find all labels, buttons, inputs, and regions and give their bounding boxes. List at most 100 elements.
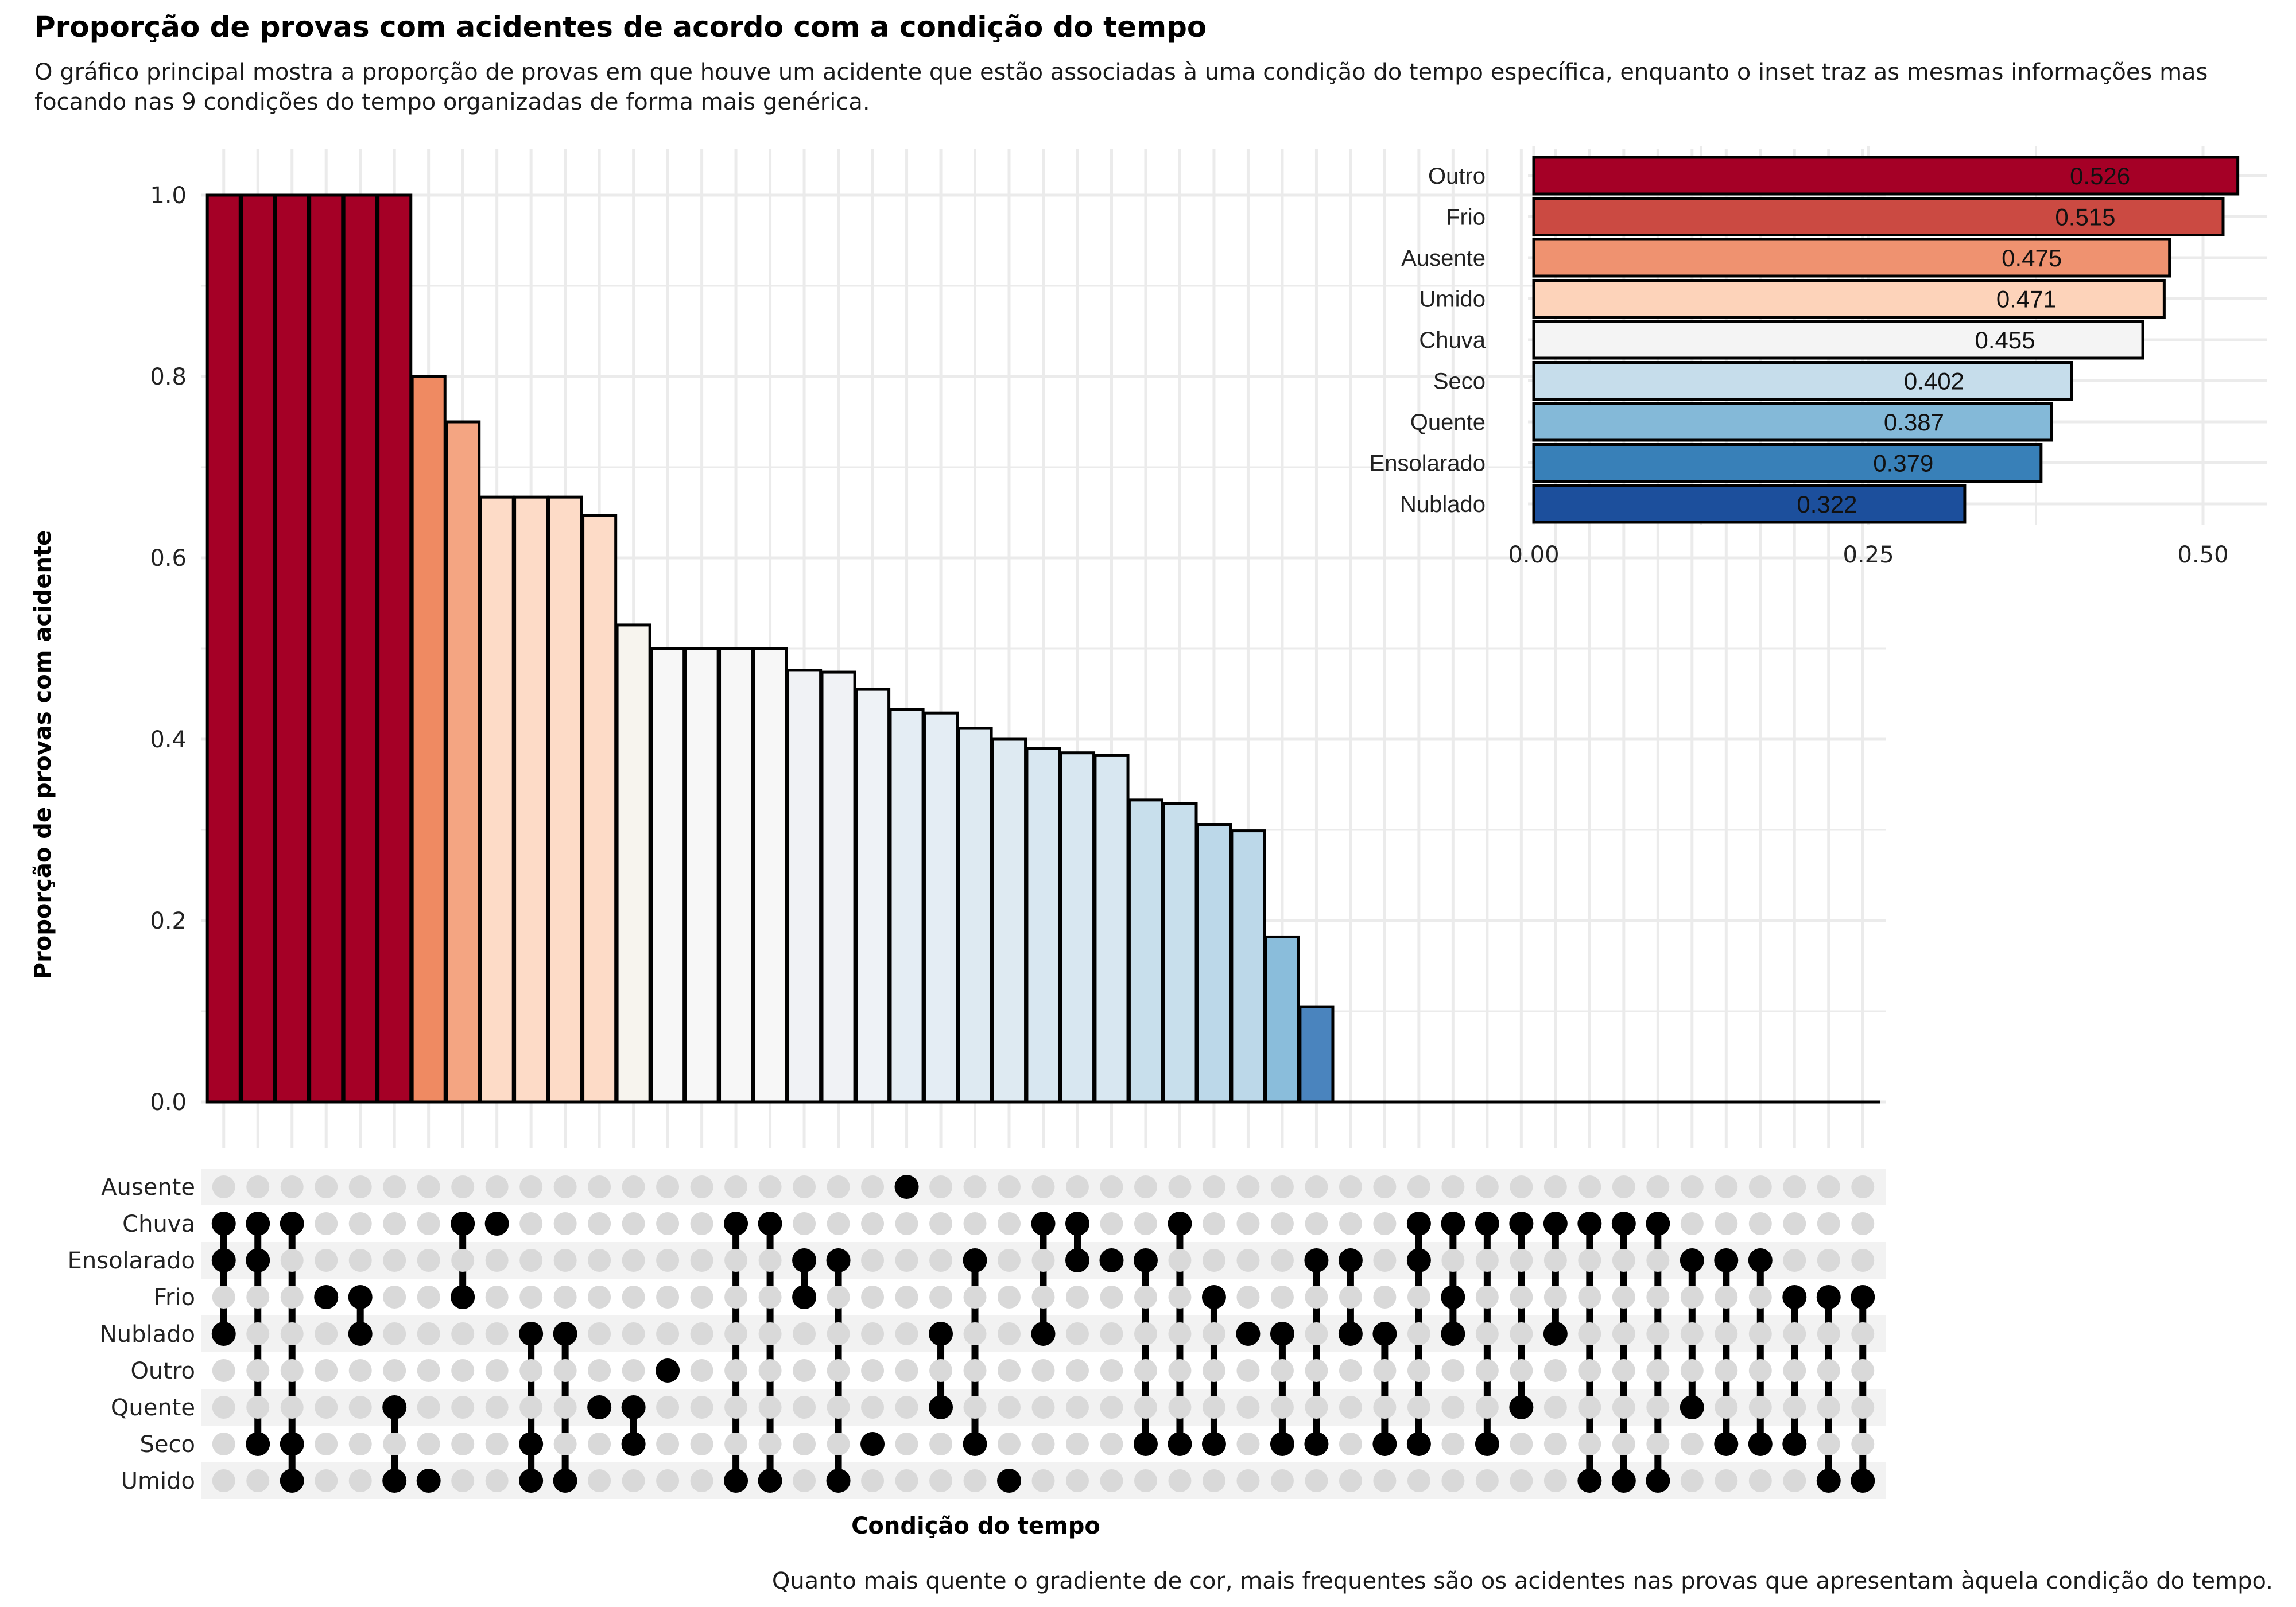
matrix-dot [1543, 1249, 1567, 1272]
matrix-dot [1441, 1212, 1465, 1236]
bar [410, 375, 447, 1104]
matrix-dot [1510, 1322, 1533, 1345]
matrix-dot [1578, 1175, 1601, 1198]
matrix-dot [1646, 1249, 1670, 1272]
matrix-dot [485, 1249, 509, 1272]
matrix-dot [315, 1249, 338, 1272]
matrix-dot [280, 1175, 304, 1198]
matrix-dot [1201, 1285, 1226, 1309]
matrix-dot [827, 1286, 850, 1309]
matrix-dot [1100, 1433, 1123, 1455]
matrix-dot [588, 1175, 611, 1198]
matrix-dot [1578, 1249, 1601, 1272]
matrix-dot [1236, 1286, 1260, 1309]
inset-bar [1532, 443, 2043, 483]
matrix-dot [280, 1469, 304, 1493]
matrix-dot [929, 1286, 953, 1309]
matrix-dot [1100, 1359, 1123, 1382]
matrix-dot [315, 1322, 338, 1345]
matrix-dot [246, 1359, 270, 1382]
inset-value-label: 0.402 [1904, 368, 1964, 395]
matrix-dot [485, 1322, 509, 1345]
matrix-dot [1510, 1249, 1533, 1272]
bar [445, 420, 481, 1104]
matrix-dot [1646, 1212, 1670, 1236]
matrix-dot [1031, 1469, 1055, 1492]
matrix-dot [826, 1248, 851, 1272]
matrix-dot [588, 1212, 611, 1235]
matrix-dot [1543, 1322, 1568, 1346]
bar [308, 193, 344, 1104]
matrix-dot [1441, 1322, 1465, 1346]
matrix-dot [1783, 1212, 1806, 1235]
matrix-dot [690, 1249, 713, 1272]
matrix-dot [1406, 1212, 1431, 1236]
bar [205, 193, 242, 1104]
bar [377, 193, 413, 1104]
matrix-dot [1441, 1396, 1465, 1419]
matrix-dot [383, 1175, 406, 1198]
chart-caption: Quanto mais quente o gradiente de cor, m… [771, 1568, 2273, 1594]
matrix-dot [656, 1469, 680, 1492]
bar [1162, 802, 1198, 1104]
matrix-dot [963, 1175, 987, 1198]
matrix-dot [997, 1469, 1022, 1493]
matrix-dot [1475, 1469, 1499, 1492]
matrix-dot [348, 1469, 372, 1492]
matrix-dot [519, 1286, 543, 1309]
matrix-dot [1133, 1248, 1158, 1272]
bar [240, 193, 276, 1104]
matrix-dot [1168, 1286, 1192, 1309]
matrix-dot [758, 1469, 782, 1493]
matrix-dot [894, 1175, 919, 1199]
matrix-dot [1202, 1469, 1225, 1492]
matrix-dot [1475, 1286, 1499, 1309]
matrix-dot [895, 1322, 918, 1345]
inset-value-label: 0.515 [2055, 204, 2115, 231]
matrix-dot [724, 1286, 748, 1309]
matrix-dot [1100, 1469, 1123, 1492]
matrix-dot [1168, 1396, 1192, 1419]
matrix-dot [1373, 1469, 1397, 1492]
matrix-row-label: Quente [111, 1395, 195, 1421]
matrix-dot [895, 1249, 918, 1272]
matrix-dot [1578, 1359, 1601, 1382]
matrix-dot [895, 1359, 918, 1382]
matrix-dot [1441, 1285, 1465, 1309]
matrix-dot [519, 1396, 543, 1419]
matrix-dot [451, 1433, 475, 1455]
matrix-dot [861, 1396, 885, 1419]
matrix-dot [246, 1248, 270, 1272]
matrix-dot [553, 1286, 577, 1309]
matrix-dot [314, 1285, 339, 1309]
chart-subtitle: O gráfico principal mostra a proporção d… [34, 59, 2208, 115]
matrix-dot [417, 1322, 440, 1345]
matrix-dot [212, 1359, 235, 1382]
matrix-dot [1065, 1359, 1089, 1382]
bar [1298, 1005, 1335, 1104]
matrix-dot [348, 1285, 373, 1309]
inset-x-tick-label: 0.00 [1508, 542, 1559, 568]
inset-value-label: 0.475 [2002, 244, 2062, 271]
matrix-dot [1577, 1469, 1602, 1493]
matrix-dot [1543, 1286, 1567, 1309]
matrix-dot [622, 1359, 645, 1382]
matrix-dot [246, 1396, 270, 1419]
matrix-dot [861, 1212, 885, 1235]
matrix-dot [246, 1175, 270, 1198]
bar [581, 514, 618, 1104]
matrix-dot [553, 1396, 577, 1419]
matrix-dot [211, 1248, 236, 1272]
matrix-dot [758, 1175, 782, 1198]
matrix-dot [656, 1322, 680, 1345]
matrix-dot [1406, 1432, 1431, 1456]
bar [547, 495, 583, 1104]
matrix-dot [1715, 1212, 1738, 1235]
matrix-dot [383, 1433, 406, 1455]
matrix-row-label: Ausente [101, 1174, 195, 1201]
matrix-dot [1782, 1285, 1807, 1309]
matrix-dot [348, 1359, 372, 1382]
bar [1230, 829, 1266, 1104]
matrix-dot [1816, 1469, 1841, 1493]
matrix-dot [963, 1469, 987, 1492]
